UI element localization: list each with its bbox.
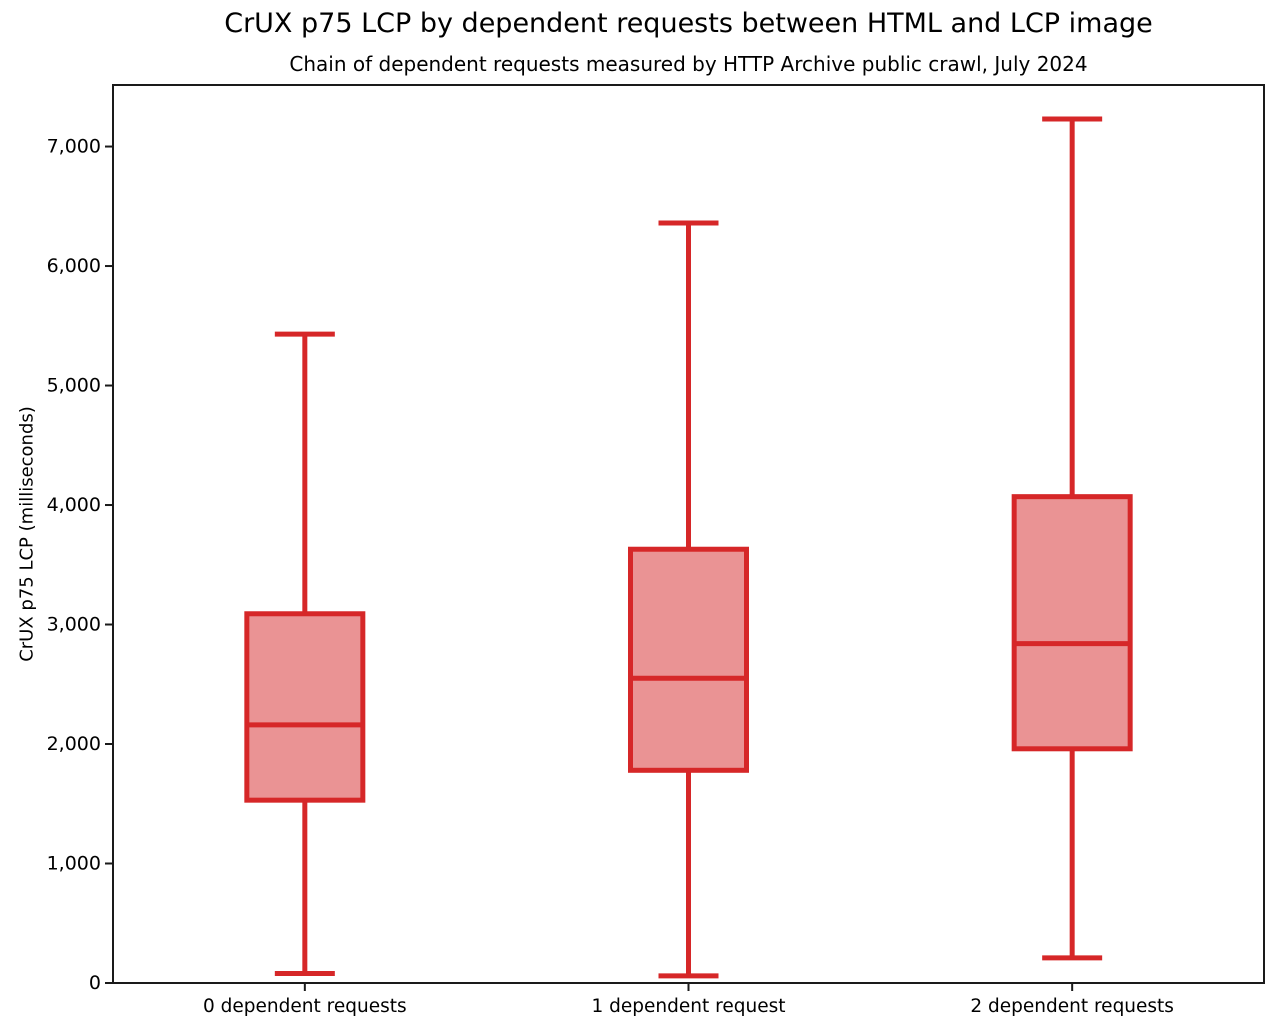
- y-tick-label: 2,000: [47, 733, 101, 755]
- x-tick-label: 2 dependent requests: [970, 996, 1174, 1017]
- y-tick-label: 6,000: [47, 255, 101, 277]
- y-tick-label: 4,000: [47, 494, 101, 516]
- y-tick-label: 3,000: [47, 614, 101, 636]
- y-tick-label: 7,000: [47, 136, 101, 158]
- iqr-box: [628, 546, 749, 773]
- chart-subtitle: Chain of dependent requests measured by …: [289, 52, 1088, 76]
- chart-title: CrUX p75 LCP by dependent requests betwe…: [224, 8, 1153, 39]
- x-tick-label: 1 dependent request: [592, 996, 786, 1017]
- iqr-box: [244, 611, 366, 803]
- boxplot-box-1: [628, 220, 749, 979]
- x-tick-label: 0 dependent requests: [203, 996, 407, 1017]
- y-tick-label: 5,000: [47, 375, 101, 397]
- y-tick-label: 1,000: [47, 853, 101, 875]
- boxplot-box-2: [1011, 116, 1133, 961]
- y-tick-label: 0: [89, 972, 101, 994]
- boxplot-box-0: [244, 331, 366, 976]
- iqr-box: [1011, 494, 1133, 752]
